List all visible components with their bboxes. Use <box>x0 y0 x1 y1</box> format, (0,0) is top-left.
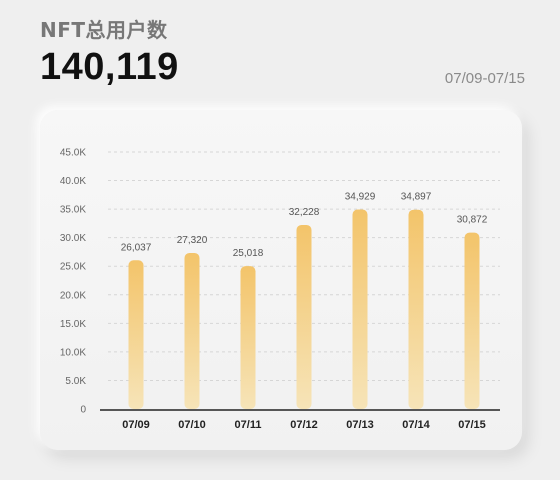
bar <box>184 252 200 409</box>
bar <box>464 232 480 409</box>
y-tick-label: 40.0K <box>60 176 86 187</box>
x-axis-ticks: 07/09 07/10 07/11 07/12 07/13 07/14 07/15 <box>122 419 486 431</box>
bar <box>296 224 312 409</box>
x-tick-label: 07/09 <box>122 419 150 431</box>
data-label: 26,037 <box>121 242 152 253</box>
y-tick-label: 20.0K <box>60 290 86 301</box>
bar <box>128 260 144 409</box>
data-label: 34,929 <box>345 192 376 203</box>
total-users-value: 140,119 <box>40 46 179 88</box>
chart-card <box>40 110 522 450</box>
y-tick-label: 30.0K <box>60 233 86 244</box>
y-tick-label: 10.0K <box>60 347 86 358</box>
bar <box>408 209 424 409</box>
y-axis-ticks: 0 5.0K 10.0K 15.0K 20.0K 25.0K 30.0K 35.0K 40.0K… <box>60 148 87 416</box>
y-tick-label: 35.0K <box>60 205 86 216</box>
date-range: 07/09-07/15 <box>444 70 525 87</box>
bar <box>352 209 368 409</box>
data-label: 25,018 <box>233 248 264 259</box>
chart-title: NFT总用户数 <box>40 18 168 42</box>
y-tick-label: 15.0K <box>60 319 86 330</box>
data-label: 32,228 <box>289 207 320 218</box>
x-tick-label: 07/11 <box>235 419 262 431</box>
x-tick-label: 07/13 <box>346 419 374 431</box>
grid-lines <box>108 151 500 381</box>
data-label: 27,320 <box>177 235 208 246</box>
bars <box>128 209 480 409</box>
bar <box>240 266 256 409</box>
x-tick-label: 07/14 <box>402 419 430 431</box>
y-tick-label: 0 <box>80 405 86 416</box>
y-tick-label: 45.0K <box>60 148 86 159</box>
x-tick-label: 07/15 <box>458 419 486 431</box>
x-tick-label: 07/10 <box>178 419 206 431</box>
y-tick-label: 25.0K <box>60 262 86 273</box>
data-labels: 26,037 27,320 25,018 32,228 34,929 34,897 30,8… <box>121 192 488 260</box>
data-label: 34,897 <box>401 192 432 203</box>
data-label: 30,872 <box>457 215 488 226</box>
x-tick-label: 07/12 <box>290 419 318 431</box>
y-tick-label: 5.0K <box>65 376 86 387</box>
